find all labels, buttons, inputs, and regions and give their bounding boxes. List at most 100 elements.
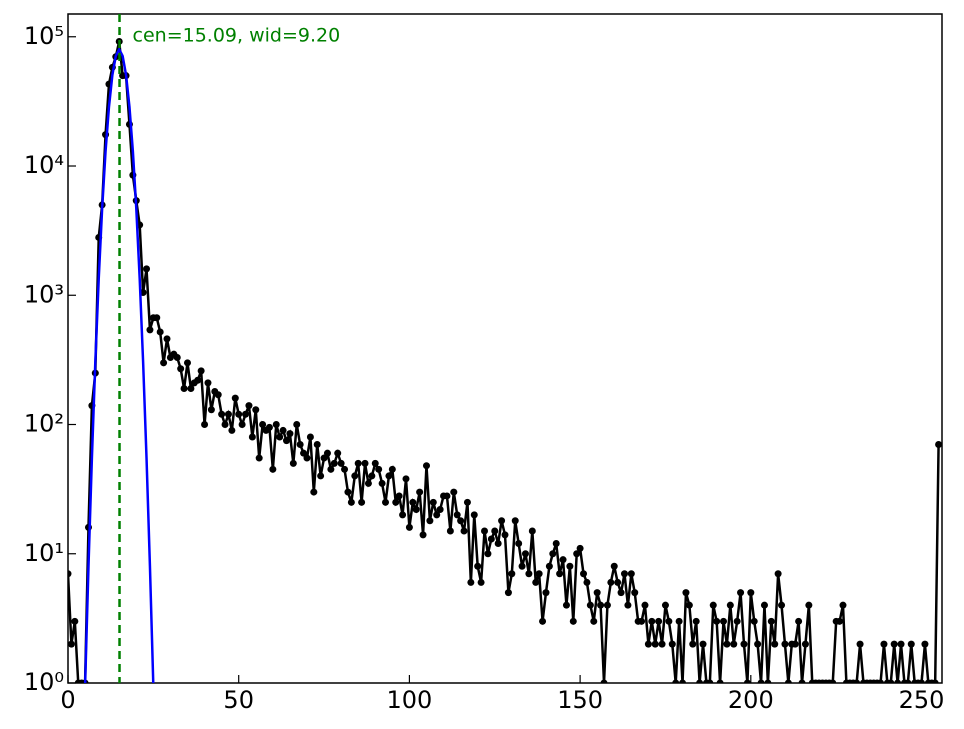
- data-point: [504, 589, 512, 597]
- data-point: [491, 527, 499, 535]
- data-point: [405, 523, 413, 531]
- data-point: [163, 335, 171, 343]
- data-point: [395, 492, 403, 500]
- data-point: [310, 488, 318, 496]
- data-point: [679, 679, 687, 683]
- data-point: [569, 617, 577, 625]
- y-tick-label: 10⁴: [24, 151, 64, 179]
- data-point: [375, 465, 383, 473]
- y-tick-label: 10¹: [24, 539, 64, 567]
- data-point: [498, 517, 506, 525]
- data-point: [460, 527, 468, 535]
- x-tick-label: 50: [223, 686, 254, 714]
- data-point: [323, 449, 331, 457]
- data-point: [539, 617, 547, 625]
- data-point: [361, 459, 369, 467]
- data-point: [590, 617, 598, 625]
- data-point: [894, 679, 902, 683]
- data-point: [716, 679, 724, 683]
- data-point: [416, 488, 424, 496]
- data-point: [433, 511, 441, 519]
- data-point: [235, 410, 243, 418]
- data-point: [214, 391, 222, 399]
- data-point: [644, 640, 652, 648]
- data-point: [204, 379, 212, 387]
- data-point: [610, 562, 618, 570]
- y-tick-label: 10⁰: [24, 668, 64, 696]
- data-point: [668, 640, 676, 648]
- data-point: [183, 359, 191, 367]
- data-point: [685, 601, 693, 609]
- data-point: [156, 328, 164, 336]
- data-point: [853, 679, 861, 683]
- data-point: [709, 601, 717, 609]
- data-point: [180, 384, 188, 392]
- data-point: [767, 617, 775, 625]
- data-point: [470, 511, 478, 519]
- data-point: [341, 465, 349, 473]
- data-point: [313, 441, 321, 449]
- data-point: [603, 601, 611, 609]
- data-point: [658, 640, 666, 648]
- data-point: [713, 617, 721, 625]
- plot-area: [68, 14, 942, 683]
- data-point: [371, 459, 379, 467]
- data-point: [68, 570, 72, 578]
- data-point: [778, 601, 786, 609]
- data-point: [399, 511, 407, 519]
- data-point: [231, 394, 239, 402]
- data-point: [221, 421, 229, 429]
- data-point: [648, 617, 656, 625]
- data-point: [283, 437, 290, 445]
- data-point: [177, 365, 185, 373]
- data-point: [248, 433, 256, 441]
- data-point: [173, 353, 181, 361]
- data-point: [197, 367, 205, 375]
- data-point: [457, 517, 465, 525]
- data-point: [327, 465, 335, 473]
- data-point: [774, 570, 782, 578]
- data-point: [549, 550, 557, 558]
- data-point: [484, 550, 492, 558]
- data-point: [477, 578, 485, 586]
- data-point: [317, 472, 325, 480]
- data-point: [337, 459, 345, 467]
- data-point: [904, 679, 912, 683]
- data-point: [422, 462, 430, 470]
- data-point: [617, 589, 625, 597]
- data-point: [68, 640, 75, 648]
- data-point: [289, 459, 297, 467]
- data-point: [559, 556, 567, 564]
- data-point: [71, 617, 79, 625]
- data-point: [518, 562, 526, 570]
- annotation: cen=15.09, wid=9.20: [133, 25, 341, 47]
- data-point: [760, 601, 768, 609]
- data-point: [692, 617, 700, 625]
- data-point: [921, 640, 929, 648]
- data-point: [931, 679, 939, 683]
- data-point: [272, 421, 280, 429]
- data-point: [607, 578, 615, 586]
- data-point: [320, 454, 328, 462]
- data-point: [798, 679, 806, 683]
- data-point: [265, 423, 273, 431]
- y-tick-label: 10³: [24, 280, 64, 308]
- data-point: [764, 679, 772, 683]
- data-point: [463, 498, 471, 506]
- data-point: [453, 511, 461, 519]
- data-point: [279, 426, 287, 434]
- data-point: [651, 640, 659, 648]
- data-point: [689, 640, 697, 648]
- data-point: [784, 679, 792, 683]
- data-point: [877, 679, 885, 683]
- data-point: [597, 601, 605, 609]
- data-point: [682, 589, 690, 597]
- data-point: [805, 601, 813, 609]
- data-point: [631, 589, 639, 597]
- data-point: [201, 421, 209, 429]
- data-point: [525, 570, 533, 578]
- data-point: [300, 449, 308, 457]
- data-point: [641, 601, 649, 609]
- data-point: [624, 601, 632, 609]
- data-point: [409, 498, 417, 506]
